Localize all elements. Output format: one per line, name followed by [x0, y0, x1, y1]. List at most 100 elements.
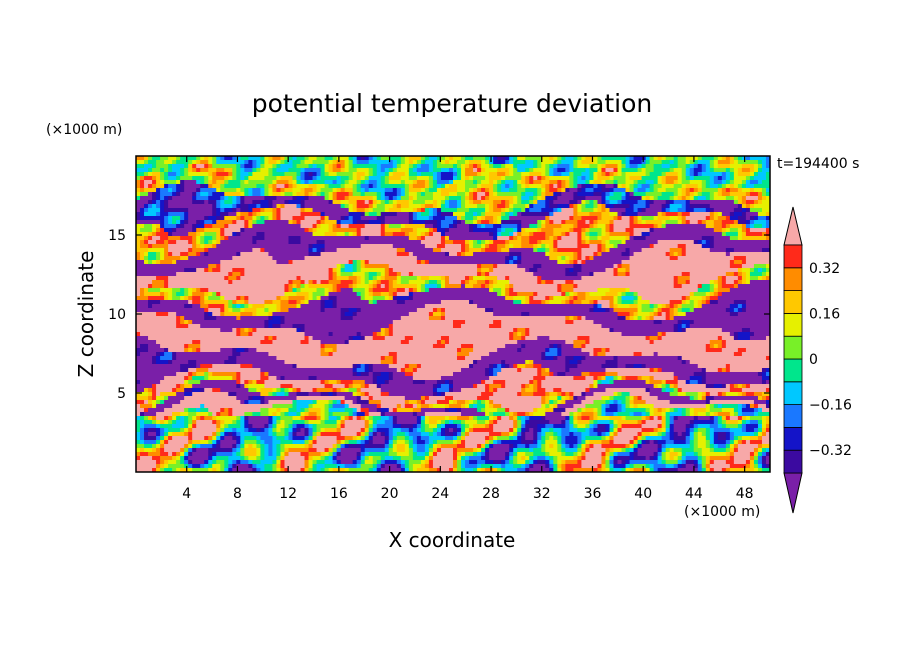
field-cell — [609, 304, 615, 309]
field-cell — [553, 280, 566, 285]
field-cell — [733, 412, 739, 417]
field-cell — [384, 380, 390, 385]
field-cell — [537, 388, 546, 393]
field-cell — [577, 316, 582, 321]
field-cell — [260, 156, 265, 161]
field-cell — [721, 188, 727, 193]
field-cell — [168, 172, 177, 177]
field-cell — [665, 388, 671, 393]
field-cell — [765, 156, 770, 161]
field-cell — [396, 192, 402, 197]
field-cell — [761, 392, 770, 397]
field-cell — [148, 168, 153, 173]
field-cell — [392, 160, 398, 165]
field-cell — [729, 304, 739, 309]
field-cell — [685, 156, 699, 161]
field-cell — [489, 424, 494, 429]
field-cell — [581, 216, 599, 221]
field-cell — [428, 180, 434, 185]
field-cell — [721, 344, 727, 349]
field-cell — [156, 388, 173, 393]
field-cell — [585, 228, 591, 233]
field-cell — [368, 176, 382, 181]
field-cell — [673, 308, 679, 313]
field-cell — [340, 388, 346, 393]
field-cell — [521, 368, 538, 373]
field-cell — [272, 204, 278, 209]
field-cell — [489, 240, 494, 245]
field-cell — [160, 452, 169, 457]
field-cell — [308, 408, 322, 413]
field-cell — [332, 444, 338, 449]
field-cell — [621, 160, 627, 165]
field-cell — [428, 232, 434, 237]
field-cell — [477, 280, 486, 285]
field-cell — [517, 164, 534, 169]
field-cell — [549, 396, 558, 401]
field-cell — [156, 232, 169, 237]
field-cell — [428, 280, 438, 285]
field-cell — [681, 252, 687, 257]
field-cell — [248, 332, 253, 337]
field-cell — [461, 172, 466, 177]
field-cell — [156, 200, 161, 205]
field-cell — [625, 160, 631, 165]
field-cell — [513, 296, 526, 301]
field-cell — [248, 180, 274, 185]
field-cell — [388, 196, 394, 201]
field-cell — [300, 168, 306, 173]
field-cell — [240, 384, 245, 389]
field-cell — [352, 316, 402, 321]
field-cell — [681, 196, 687, 201]
field-cell — [601, 216, 615, 221]
field-cell — [717, 436, 727, 441]
field-cell — [569, 164, 574, 169]
field-cell — [745, 176, 751, 181]
field-cell — [212, 436, 217, 441]
field-cell — [272, 452, 278, 457]
field-cell — [320, 212, 326, 217]
field-cell — [681, 448, 695, 453]
field-cell — [316, 172, 322, 177]
field-cell — [416, 428, 422, 433]
field-cell — [757, 412, 770, 417]
field-cell — [368, 452, 390, 457]
field-cell — [308, 448, 318, 453]
field-cell — [557, 448, 562, 453]
field-cell — [368, 364, 374, 369]
field-cell — [368, 436, 374, 441]
field-cell — [256, 220, 266, 225]
field-cell — [629, 184, 635, 189]
field-cell — [256, 428, 261, 433]
field-cell — [356, 168, 370, 173]
field-cell — [525, 268, 530, 273]
field-cell — [184, 416, 189, 421]
field-cell — [457, 168, 462, 173]
field-cell — [412, 292, 498, 297]
field-cell — [525, 424, 538, 429]
field-cell — [308, 192, 314, 197]
field-cell — [705, 296, 711, 301]
field-cell — [232, 428, 237, 433]
field-cell — [208, 304, 225, 309]
field-cell — [501, 324, 603, 329]
field-cell — [272, 180, 278, 185]
field-cell — [160, 428, 165, 433]
field-cell — [525, 364, 534, 369]
field-cell — [392, 376, 414, 381]
field-cell — [344, 168, 350, 173]
field-cell — [589, 168, 599, 173]
field-cell — [569, 316, 574, 321]
field-cell — [765, 400, 770, 405]
field-cell — [693, 192, 699, 197]
field-cell — [541, 428, 550, 433]
field-cell — [364, 380, 374, 385]
field-cell — [725, 432, 731, 437]
field-cell — [529, 300, 542, 305]
field-cell — [537, 200, 546, 205]
field-cell — [645, 192, 663, 197]
field-cell — [356, 188, 362, 193]
field-cell — [593, 184, 599, 189]
field-cell — [432, 200, 438, 205]
field-cell — [737, 308, 743, 313]
